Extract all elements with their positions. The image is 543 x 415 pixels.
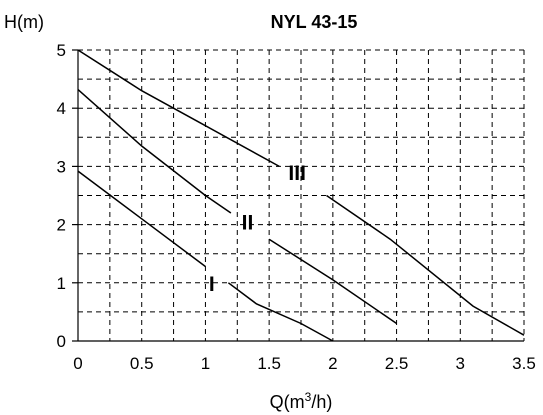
y-tick-labels: 0 1 2 3 4 5	[57, 41, 66, 351]
curve-label-i: I	[209, 273, 215, 296]
grid	[78, 49, 525, 341]
chart-title: NYL 43-15	[271, 12, 358, 32]
axes	[72, 49, 524, 342]
x-axis-title-prefix: Q(m	[270, 392, 305, 412]
y-tick-label: 2	[57, 216, 66, 235]
pump-curves	[77, 49, 525, 342]
y-tick-label: 0	[57, 332, 66, 351]
y-tick-label: 4	[57, 99, 66, 118]
curve-i-segment	[77, 170, 206, 268]
x-axis-title: Q(m3/h)	[270, 390, 333, 412]
curve-label-ii: II	[242, 212, 254, 235]
curve-i-segment	[227, 282, 334, 342]
curve-ii-segment	[77, 89, 232, 214]
x-tick-label: 2.5	[385, 354, 409, 373]
x-tick-labels: 0 0.5 1 1.5 2 2.5 3 3.5	[73, 354, 536, 373]
x-tick-label: 0.5	[130, 354, 154, 373]
x-tick-label: 2	[328, 354, 337, 373]
y-tick-label: 5	[57, 41, 66, 60]
curve-iii-segment	[77, 49, 280, 168]
y-tick-label: 1	[57, 274, 66, 293]
x-axis-title-superscript: 3	[305, 390, 312, 404]
x-tick-label: 3.5	[512, 354, 536, 373]
x-tick-label: 3	[456, 354, 465, 373]
y-tick-label: 3	[57, 157, 66, 176]
y-axis-title: H(m)	[4, 12, 44, 32]
x-tick-label: 1.5	[257, 354, 281, 373]
curve-iii-segment	[326, 194, 525, 336]
curve-label-iii: III	[288, 162, 306, 185]
curve-ii-segment	[268, 238, 398, 325]
x-tick-label: 1	[201, 354, 210, 373]
x-axis-title-suffix: /h)	[311, 392, 332, 412]
x-tick-label: 0	[73, 354, 82, 373]
